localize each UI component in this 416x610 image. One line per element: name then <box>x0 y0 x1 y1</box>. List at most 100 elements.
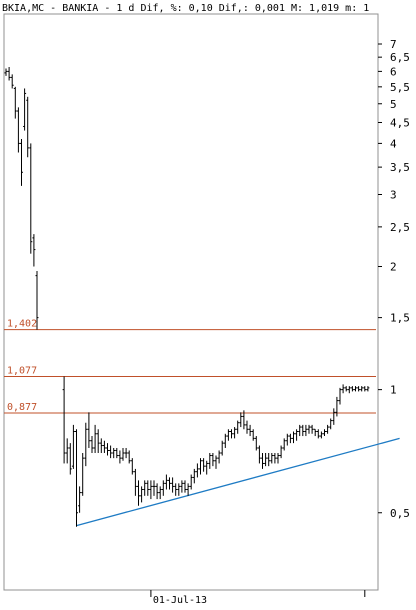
ohlc-bar <box>360 386 364 392</box>
price-tick-label: 4 <box>390 137 397 150</box>
ohlc-bar <box>205 460 209 475</box>
ohlc-bar <box>257 445 261 464</box>
ohlc-bar <box>282 438 286 451</box>
ohlc-bar <box>84 422 88 467</box>
price-tick-label: 0,5 <box>390 507 410 520</box>
ohlc-bar <box>81 452 85 496</box>
ohlc-bar <box>338 387 342 405</box>
ohlc-bar <box>78 486 82 513</box>
ohlc-bar <box>75 429 78 527</box>
ohlc-bar <box>341 384 345 394</box>
price-tick-label: 6,5 <box>390 51 410 64</box>
ohlc-bar <box>118 450 122 464</box>
ohlc-bar <box>344 386 348 392</box>
ohlc-bar <box>149 480 153 500</box>
ohlc-bar <box>335 396 339 417</box>
ohlc-bar <box>155 483 159 500</box>
ohlc-bar <box>87 412 91 448</box>
ohlc-bar <box>248 424 252 437</box>
ohlc-bar <box>245 420 249 434</box>
ohlc-bar <box>90 436 94 453</box>
ohlc-bar <box>288 433 292 444</box>
ohlc-bar <box>233 427 237 439</box>
ohlc-bar <box>316 429 320 439</box>
ohlc-bar <box>130 458 134 475</box>
ohlc-bar <box>363 386 367 392</box>
ohlc-bar <box>329 418 333 430</box>
ohlc-bar <box>347 386 351 394</box>
ohlc-bar <box>161 480 165 496</box>
ohlc-bar <box>217 450 221 464</box>
ohlc-bar <box>29 143 33 254</box>
ohlc-bar <box>295 429 299 441</box>
ohlc-bar <box>96 429 100 453</box>
ohlc-bar <box>158 486 162 500</box>
ohlc-bar <box>16 107 20 153</box>
ohlc-bar <box>254 436 258 451</box>
ohlc-bar <box>273 452 277 464</box>
ohlc-bar <box>285 433 289 446</box>
ohlc-bar <box>226 429 230 441</box>
ohlc-bar <box>35 271 39 330</box>
ohlc-bar <box>214 455 218 469</box>
ohlc-bar <box>236 420 240 434</box>
time-tick-label: 01-Jul-13 <box>153 595 207 606</box>
ohlc-bar <box>319 431 323 439</box>
ohlc-bar <box>146 480 150 496</box>
ohlc-bar <box>4 68 8 76</box>
price-tick-label: 2 <box>390 261 397 274</box>
ohlc-bar <box>298 424 302 437</box>
support-resistance-levels: 1,402 1,077 0,877 <box>4 319 376 414</box>
ohlc-bar <box>276 452 280 464</box>
price-tick-label: 1 <box>390 384 397 397</box>
ohlc-bar <box>71 424 75 469</box>
ohlc-bar <box>65 438 69 464</box>
ohlc-bar <box>10 74 14 89</box>
ohlc-bar <box>164 474 168 490</box>
ohlc-bar <box>32 234 36 267</box>
time-axis: 01-Jul-13 <box>150 590 366 606</box>
price-tick-label: 1,5 <box>390 312 410 325</box>
ohlc-bar <box>177 483 181 496</box>
ohlc-bar <box>93 424 97 453</box>
ohlc-bar <box>292 431 295 444</box>
ohlc-bar <box>270 452 274 464</box>
ohlc-bar <box>313 428 317 437</box>
ohlc-bar <box>13 86 17 119</box>
ohlc-bar <box>68 443 72 475</box>
price-bars <box>4 66 370 527</box>
ohlc-bar <box>366 386 370 392</box>
ohlc-bar <box>264 452 268 467</box>
chart-title: BKIA,MC - BANKIA - 1 d Dif, %: 0,10 Dif,… <box>2 3 369 14</box>
ohlc-bar <box>192 468 196 484</box>
ohlc-bar <box>7 66 11 81</box>
ohlc-bar <box>140 486 144 503</box>
ohlc-bar <box>152 480 156 496</box>
ohlc-bar <box>20 139 23 186</box>
ohlc-bar <box>127 450 131 464</box>
ohlc-bar <box>220 440 224 456</box>
ohlc-bar <box>350 386 354 392</box>
ohlc-bar <box>174 483 178 496</box>
level-label: 1,077 <box>7 365 37 376</box>
ohlc-bar <box>62 376 66 464</box>
ohlc-bar <box>230 429 233 439</box>
ohlc-bar <box>242 410 246 430</box>
ohlc-bar <box>239 412 243 428</box>
ohlc-bar <box>124 447 128 459</box>
ohlc-bar <box>143 480 147 496</box>
ohlc-bar <box>251 429 255 441</box>
ohlc-bar <box>332 408 336 425</box>
ohlc-bar <box>106 443 109 456</box>
price-tick-label: 2,5 <box>390 221 410 234</box>
price-tick-label: 5,5 <box>390 81 410 94</box>
ohlc-bar <box>208 452 212 469</box>
ohlc-bar <box>171 477 175 493</box>
ohlc-bar <box>115 447 119 459</box>
price-tick-label: 7 <box>390 38 397 51</box>
price-tick-label: 4,5 <box>390 116 410 129</box>
ohlc-bar <box>121 447 125 461</box>
